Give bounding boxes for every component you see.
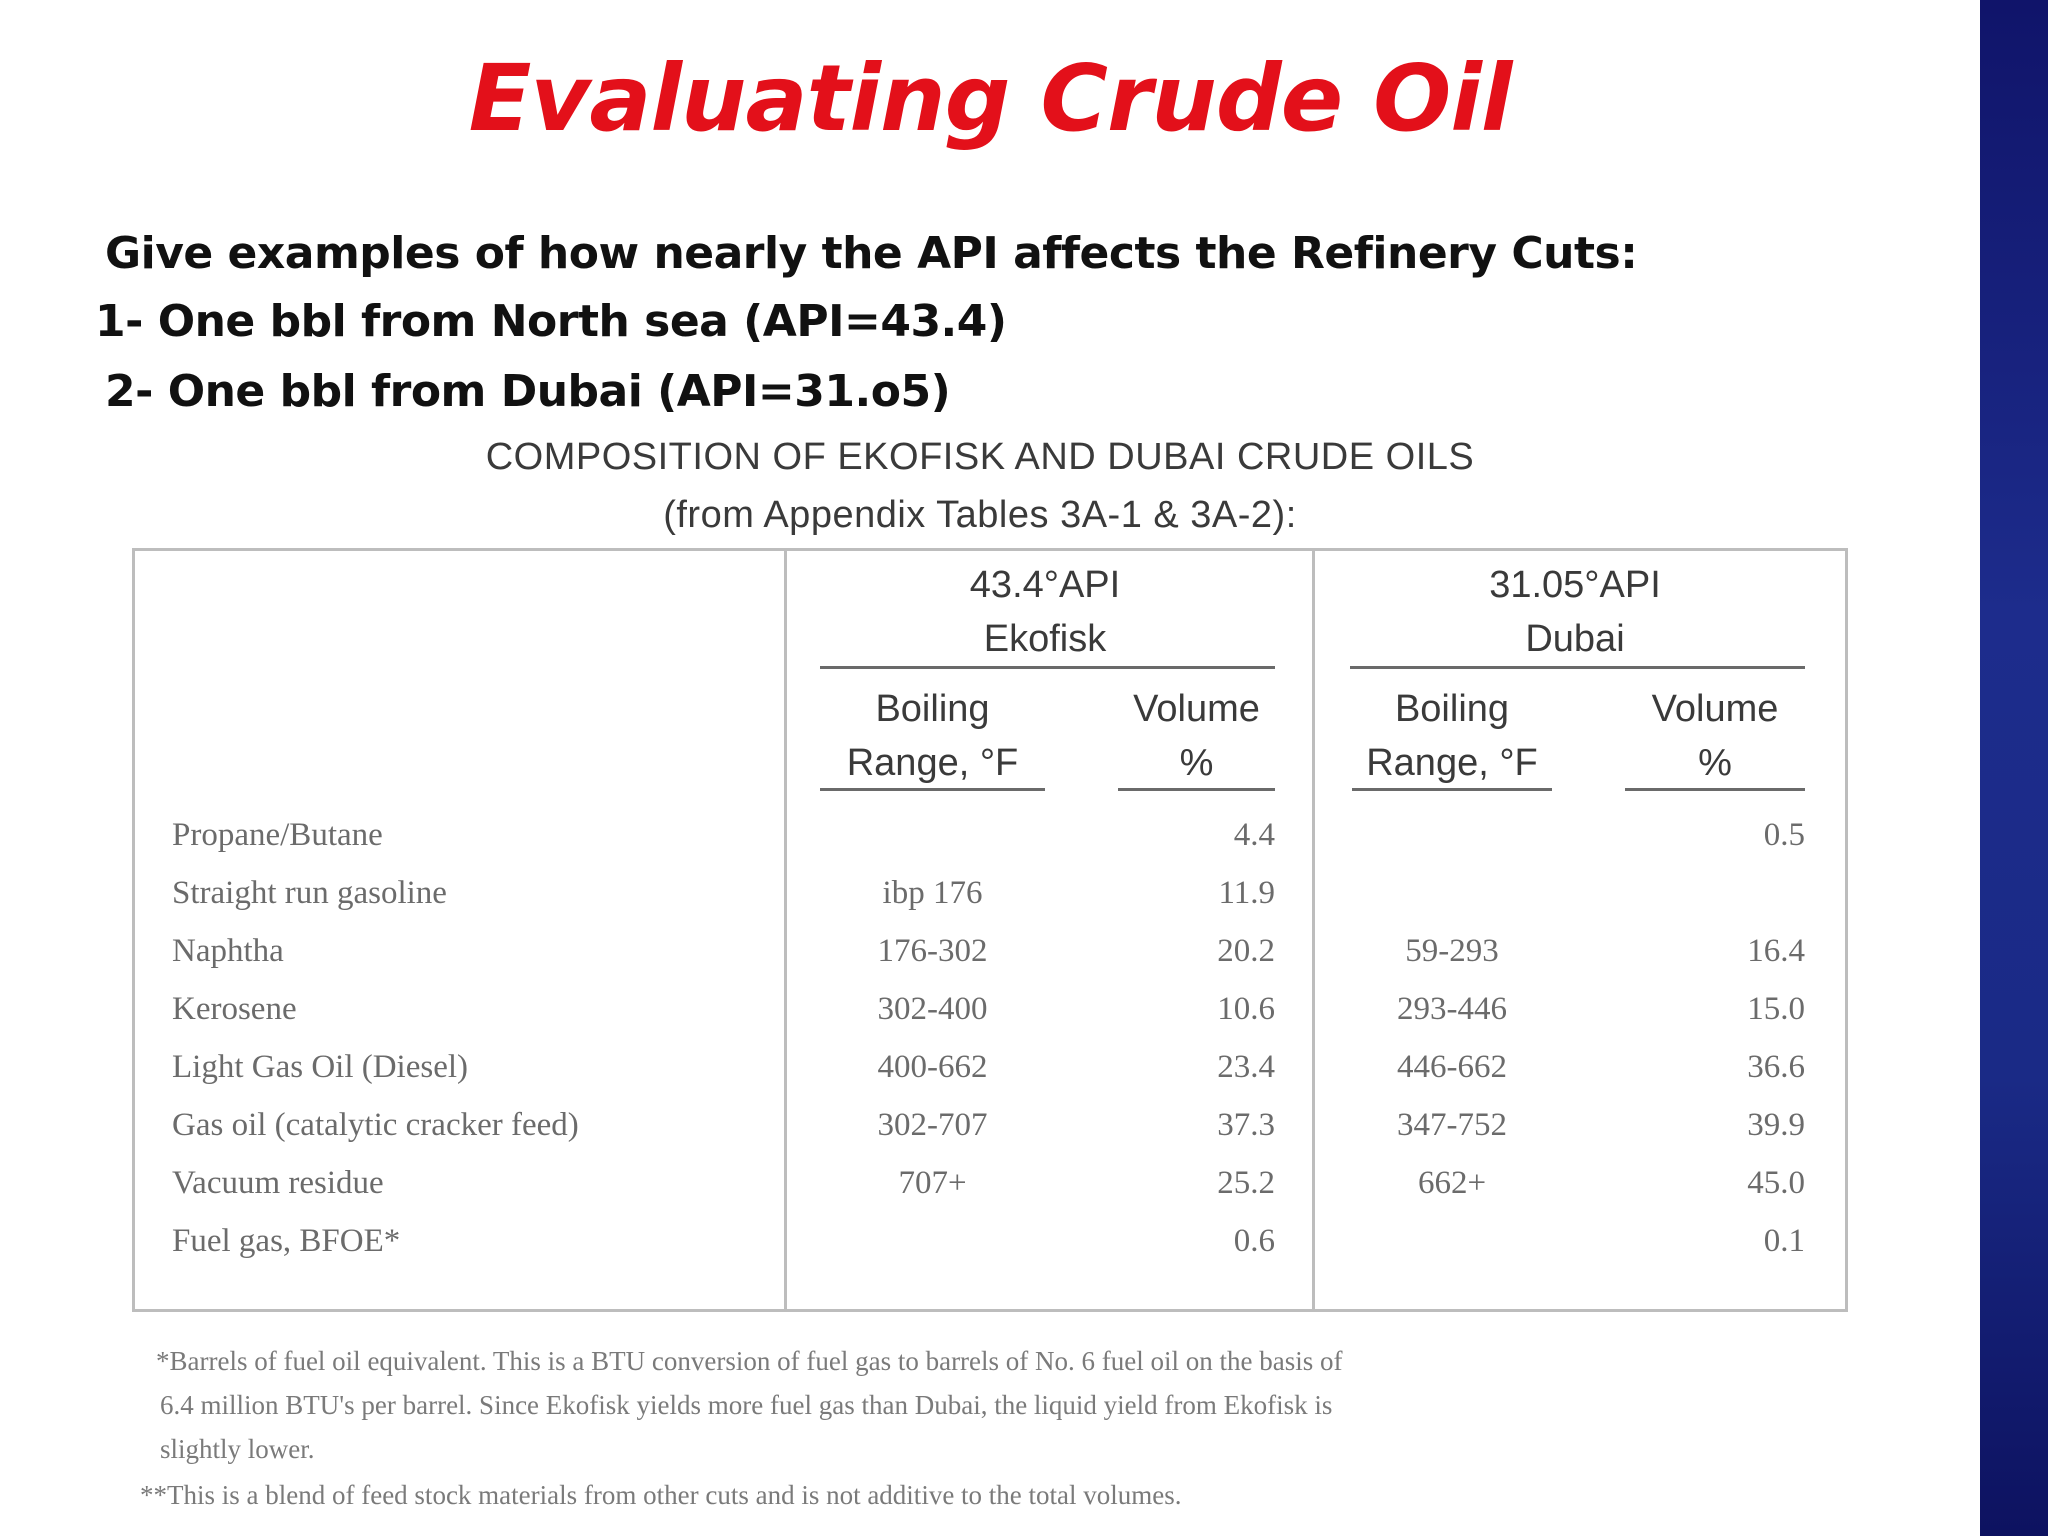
- row-label: Fuel gas, BFOE*: [172, 1223, 401, 1259]
- ekofisk-boiling-underline: [820, 788, 1045, 791]
- ekofisk-volume-cell: 0.6: [1233, 1223, 1275, 1259]
- table-row: Fuel gas, BFOE* 0.6 0.1: [0, 1212, 2048, 1270]
- table-row: Vacuum residue 707+ 25.2 662+ 45.0: [0, 1154, 2048, 1212]
- intro-item-dubai: 2- One bbl from Dubai (API=31.o5): [105, 366, 951, 417]
- dubai-name-header: Dubai: [1525, 618, 1625, 660]
- ekofisk-volume-cell: 4.4: [1233, 817, 1275, 853]
- ekofisk-boiling-cell: ibp 176: [882, 875, 983, 911]
- ekofisk-boiling-cell: 302-707: [877, 1107, 988, 1143]
- footnote-1-line-2: 6.4 million BTU's per barrel. Since Ekof…: [160, 1390, 1333, 1420]
- ekofisk-volume-header-1: Volume: [1133, 688, 1260, 730]
- dubai-boiling-cell: 59-293: [1405, 933, 1499, 969]
- ekofisk-volume-cell: 10.6: [1217, 991, 1275, 1027]
- ekofisk-volume-cell: 20.2: [1217, 933, 1275, 969]
- ekofisk-boiling-cell: 302-400: [877, 991, 988, 1027]
- dubai-volume-cell: 16.4: [1747, 933, 1805, 969]
- ekofisk-boiling-header-1: Boiling: [875, 688, 990, 730]
- table-divider-1: [784, 548, 787, 1312]
- ekofisk-volume-cell: 11.9: [1218, 875, 1275, 911]
- ekofisk-boiling-cell: 400-662: [877, 1049, 988, 1085]
- intro-item-north-sea: 1- One bbl from North sea (API=43.4): [95, 296, 1007, 347]
- ekofisk-boiling-cell: 707+: [898, 1165, 967, 1201]
- ekofisk-header-underline: [820, 666, 1275, 669]
- dubai-boiling-cell: 293-446: [1397, 991, 1507, 1027]
- dubai-header-underline: [1350, 666, 1805, 669]
- intro-question: Give examples of how nearly the API affe…: [105, 228, 1638, 279]
- ekofisk-volume-cell: 23.4: [1217, 1049, 1275, 1085]
- dubai-volume-underline: [1625, 788, 1805, 791]
- dubai-boiling-header-1: Boiling: [1394, 688, 1510, 730]
- composition-table: [132, 548, 1848, 1312]
- dubai-boiling-underline: [1352, 788, 1552, 791]
- table-divider-2: [1312, 548, 1315, 1312]
- dubai-volume-cell: 0.5: [1763, 817, 1805, 853]
- dubai-boiling-header-2: Range, °F: [1366, 742, 1538, 784]
- row-label: Straight run gasoline: [172, 875, 447, 911]
- ekofisk-boiling-header-2: Range, °F: [846, 742, 1019, 784]
- slide-title: Evaluating Crude Oil: [468, 45, 1513, 152]
- dubai-volume-cell: 39.9: [1747, 1107, 1805, 1143]
- dubai-volume-cell: 15.0: [1747, 991, 1805, 1027]
- table-caption-title: COMPOSITION OF EKOFISK AND DUBAI CRUDE O…: [485, 436, 1475, 478]
- dubai-volume-header-1: Volume: [1651, 688, 1779, 730]
- dubai-api-header: 31.05°API: [1489, 564, 1661, 606]
- dubai-boiling-cell: 662+: [1417, 1165, 1487, 1201]
- ekofisk-boiling-cell: 176-302: [877, 933, 988, 969]
- dubai-volume-cell: 36.6: [1747, 1049, 1805, 1085]
- row-label: Propane/Butane: [172, 817, 383, 853]
- table-row: Kerosene 302-400 10.6 293-446 15.0: [0, 980, 2048, 1038]
- dubai-boiling-cell: 446-662: [1397, 1049, 1507, 1085]
- row-label: Kerosene: [172, 991, 297, 1027]
- ekofisk-volume-header-2: %: [1179, 742, 1214, 784]
- footnote-1-line-1: *Barrels of fuel oil equivalent. This is…: [156, 1346, 1343, 1376]
- dubai-volume-cell: 0.1: [1763, 1223, 1805, 1259]
- ekofisk-api-header: 43.4°API: [969, 564, 1121, 606]
- ekofisk-volume-underline: [1118, 788, 1275, 791]
- row-label: Light Gas Oil (Diesel): [172, 1049, 469, 1085]
- slide-side-bar: [1980, 0, 2048, 1536]
- footnote-1-line-3: slightly lower.: [160, 1434, 315, 1464]
- table-caption-source: (from Appendix Tables 3A-1 & 3A-2):: [663, 494, 1297, 536]
- table-row: Gas oil (catalytic cracker feed) 302-707…: [0, 1096, 2048, 1154]
- ekofisk-volume-cell: 37.3: [1217, 1107, 1275, 1143]
- row-label: Naphtha: [172, 933, 284, 969]
- row-label: Gas oil (catalytic cracker feed): [172, 1107, 579, 1143]
- table-row: Light Gas Oil (Diesel) 400-662 23.4 446-…: [0, 1038, 2048, 1096]
- ekofisk-name-header: Ekofisk: [983, 618, 1107, 660]
- row-label: Vacuum residue: [172, 1165, 384, 1201]
- table-row: Naphtha 176-302 20.2 59-293 16.4: [0, 922, 2048, 980]
- ekofisk-volume-cell: 25.2: [1217, 1165, 1275, 1201]
- dubai-boiling-cell: 347-752: [1397, 1107, 1507, 1143]
- dubai-volume-header-2: %: [1698, 742, 1732, 784]
- table-row: Straight run gasoline ibp 176 11.9: [0, 864, 2048, 922]
- footnote-2: **This is a blend of feed stock material…: [140, 1480, 1182, 1510]
- table-row: Propane/Butane 4.4 0.5: [0, 806, 2048, 864]
- dubai-volume-cell: 45.0: [1747, 1165, 1805, 1201]
